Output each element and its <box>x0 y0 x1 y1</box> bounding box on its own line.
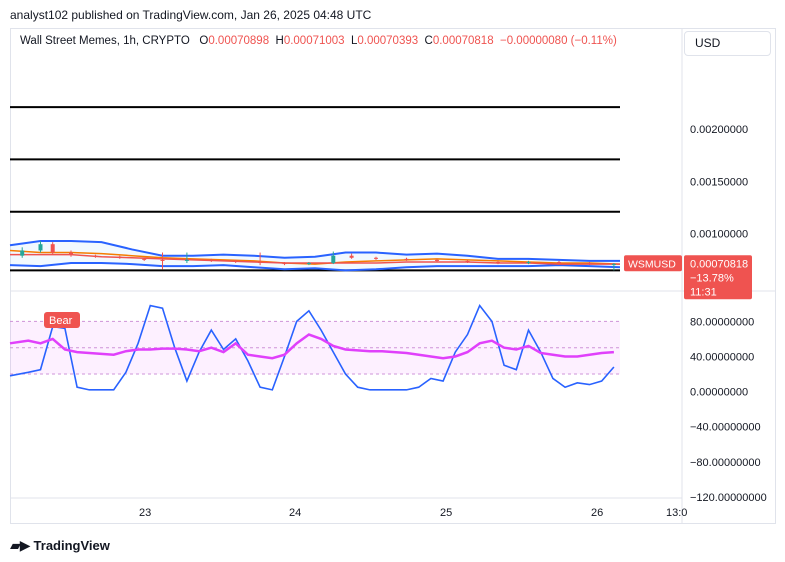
price-tick-label: 0.00100000 <box>690 229 748 241</box>
candle-body <box>233 260 238 262</box>
moving-average-slow-line <box>10 253 620 265</box>
candle-body <box>496 261 500 264</box>
candle-body <box>374 257 378 259</box>
candle-body <box>557 261 561 264</box>
high-value: 0.00071003 <box>283 35 345 47</box>
close-label: C <box>424 35 433 47</box>
high-label: H <box>275 35 284 47</box>
candle-body <box>20 250 25 256</box>
candle-body <box>611 264 616 266</box>
bollinger-lower-line <box>9 262 621 272</box>
time-tick-label: 23 <box>139 507 151 519</box>
change-value: −0.00000080 (−0.11%) <box>500 35 617 47</box>
candle-body <box>306 263 311 265</box>
candle-body <box>209 259 214 261</box>
open-label: O <box>199 35 209 47</box>
stoch-tick-label: 40.00000000 <box>690 351 754 363</box>
symbol-legend: Wall Street Memes, 1h, CRYPTO O0.0007089… <box>20 35 617 47</box>
low-value: 0.00070393 <box>357 35 419 47</box>
time-tick-label: 25 <box>440 507 452 519</box>
symbol-line: Wall Street Memes, 1h, CRYPTO <box>20 35 190 47</box>
stoch-tick-label: 0.00000000 <box>690 387 748 399</box>
symbol-badge <box>624 255 682 272</box>
candle-body <box>282 263 287 265</box>
candle-body <box>331 255 336 264</box>
candle-body <box>160 259 165 261</box>
price-badge <box>684 255 752 300</box>
candle-body <box>526 261 531 264</box>
candle-body <box>142 258 147 260</box>
time-tick-label: 24 <box>289 507 301 519</box>
candle-body <box>50 244 55 253</box>
stoch-tick-label: −80.00000000 <box>690 457 761 469</box>
time-tick-label: 13:0 <box>666 507 687 519</box>
bear-label: Bear <box>49 315 73 327</box>
stoch-k-line <box>9 303 615 391</box>
price-badge-countdown: 11:31 <box>690 286 717 298</box>
price-tick-label: 0.00150000 <box>690 176 748 188</box>
candle-body <box>404 258 409 260</box>
candle-body <box>258 261 263 264</box>
currency-button[interactable]: USD <box>684 31 771 56</box>
tradingview-logo-icon: ▰▶ <box>10 537 31 553</box>
bear-label-bg <box>44 312 80 328</box>
low-label: L <box>350 35 358 47</box>
candle-body <box>465 260 470 262</box>
moving-average-line <box>9 249 621 265</box>
stoch-d-line <box>9 333 614 360</box>
price-tick-label: 0.00200000 <box>690 124 748 136</box>
candle-body <box>69 252 73 255</box>
close-value: 0.00070818 <box>432 35 494 47</box>
price-badge-change: −13.78% <box>690 272 734 284</box>
stoch-tick-label: −120.00000000 <box>690 492 767 504</box>
chart-frame <box>10 28 776 524</box>
footer: ▰▶ TradingView <box>10 537 110 554</box>
candle-body <box>435 259 439 261</box>
open-value: 0.00070898 <box>208 35 270 47</box>
stoch-tick-label: 80.00000000 <box>690 316 754 328</box>
stoch-tick-label: −40.00000000 <box>690 422 761 434</box>
footer-brand: TradingView <box>33 538 110 553</box>
symbol-badge-text: WSMUSD <box>628 258 676 270</box>
bollinger-upper-line <box>9 240 620 262</box>
candle-body <box>93 255 98 257</box>
candle-body <box>38 244 43 251</box>
candle-body <box>184 259 189 261</box>
publisher-line: analyst102 published on TradingView.com,… <box>10 8 372 22</box>
candle-body <box>349 255 354 258</box>
candle-body <box>587 263 592 265</box>
price-badge-value: 0.00070818 <box>690 258 748 270</box>
time-tick-label: 26 <box>591 507 603 519</box>
candle-body <box>117 256 122 258</box>
